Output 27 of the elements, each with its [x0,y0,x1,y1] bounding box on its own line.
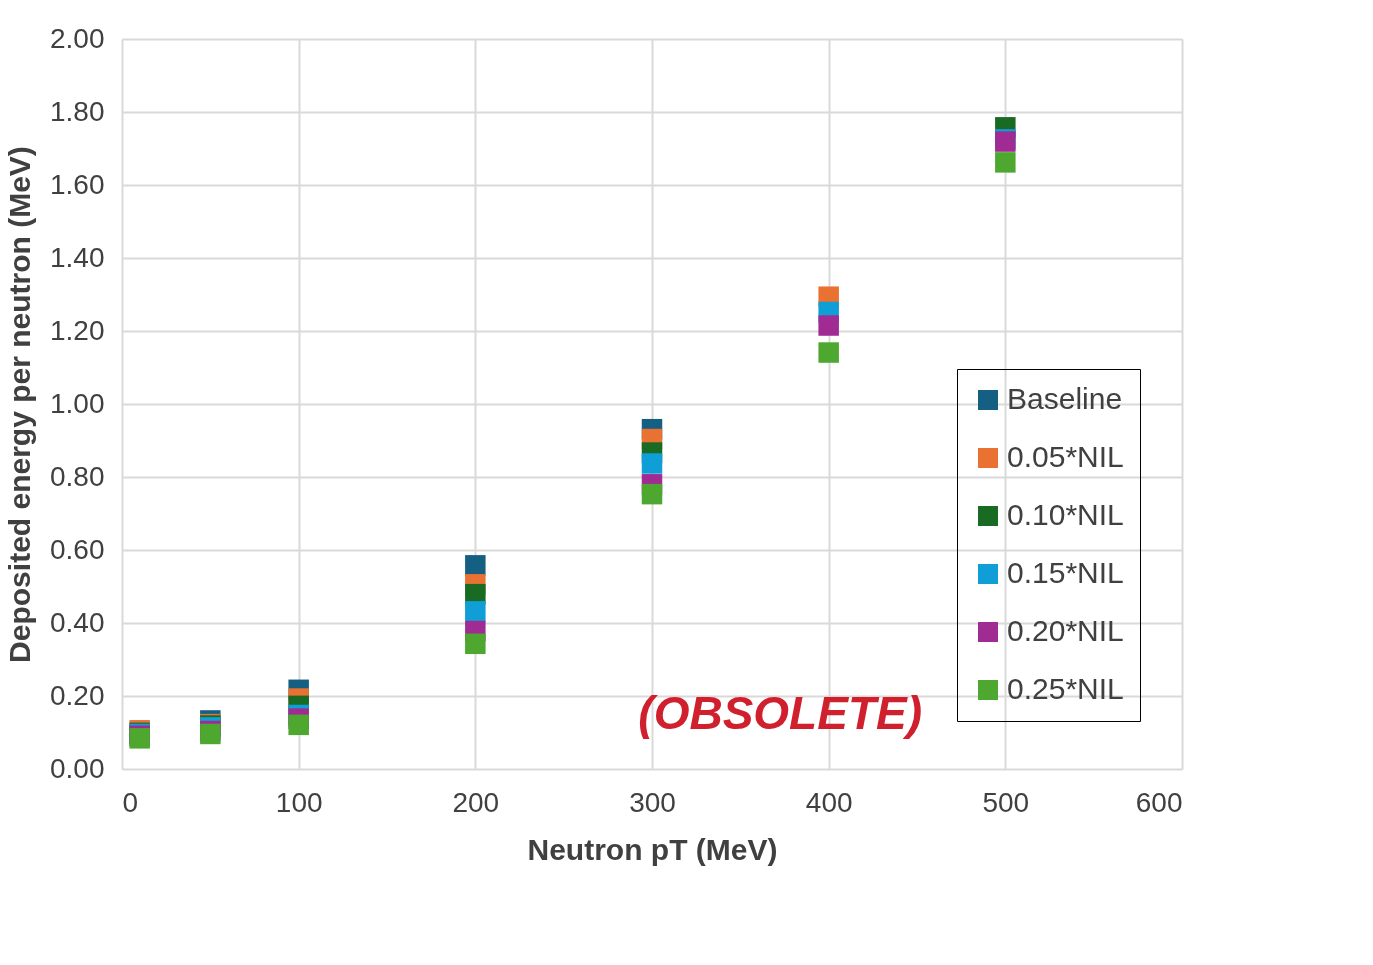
y-tick-label: 1.20 [50,314,105,346]
x-axis-title: Neutron pT (MeV) [527,832,778,866]
x-tick-label: 300 [629,786,676,818]
x-tick-label: 400 [805,786,853,818]
x-tick-label: 0 [122,786,139,818]
annotation: (OBSOLETE) [638,687,922,739]
x-tick-label: 600 [1135,786,1183,818]
y-tick-label: 1.80 [50,95,105,127]
y-tick-label: 1.60 [50,168,105,200]
legend-label: 0.20*NIL [1007,614,1124,647]
x-tick-label: 500 [982,786,1030,818]
y-tick-label: 0.60 [50,533,105,565]
x-tick-label: 100 [275,786,323,818]
legend-label: 0.25*NIL [1007,672,1124,705]
legend-label: 0.10*NIL [1007,498,1124,531]
y-tick-label: 0.40 [50,606,105,638]
y-tick-label: 0.80 [50,460,105,492]
legend-label: 0.15*NIL [1007,556,1124,589]
x-tick-label: 200 [452,786,500,818]
y-tick-label: 1.00 [50,387,105,419]
y-tick-label: 1.40 [50,241,105,273]
legend-label: Baseline [1007,382,1123,415]
y-tick-label: 0.20 [50,679,105,711]
legend-label: 0.05*NIL [1007,440,1124,473]
y-tick-label: 0.00 [50,752,105,784]
y-axis-title: Deposited energy per neutron (MeV) [3,146,36,663]
y-tick-label: 2.00 [50,22,105,54]
